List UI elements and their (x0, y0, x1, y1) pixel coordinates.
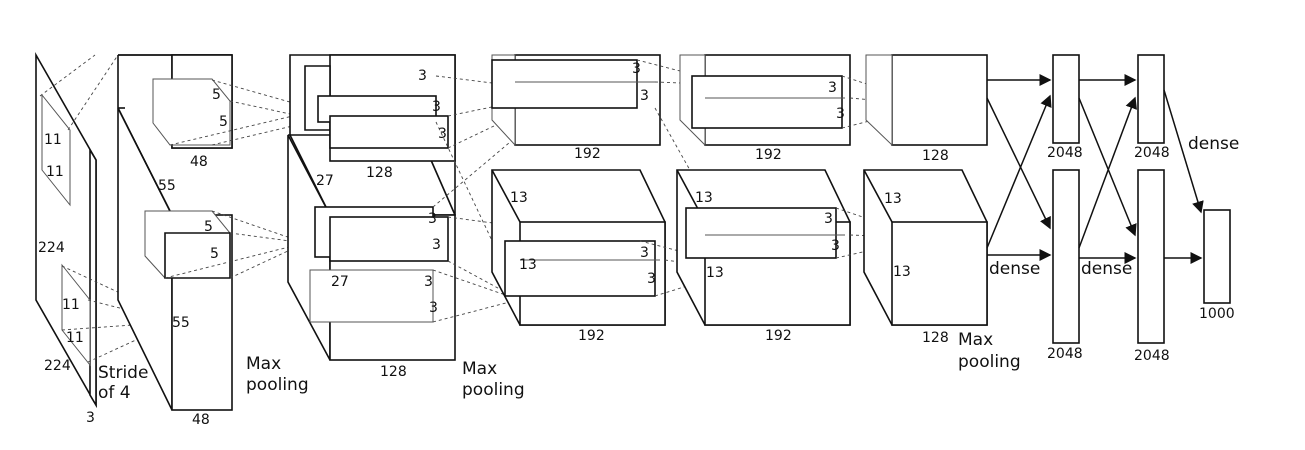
fc-connections (986, 74, 1204, 264)
map-size-label: 55 (172, 315, 190, 331)
conv3-block (491, 54, 666, 326)
fc-layers (1052, 54, 1231, 344)
dense-label: dense (1081, 259, 1132, 279)
kernel-size-label: 3 (432, 99, 441, 115)
depth-label: 192 (578, 328, 605, 344)
input-width-label: 224 (44, 358, 71, 374)
depth-label: 48 (190, 154, 208, 170)
pooling-label: pooling (958, 352, 1021, 372)
pooling-label: Max (462, 359, 497, 379)
kernel-size-label: 3 (831, 238, 840, 254)
depth-label: 128 (922, 148, 949, 164)
output-size-label: 1000 (1199, 306, 1235, 322)
kernel-size-label: 11 (66, 330, 84, 346)
pooling-label: pooling (246, 375, 309, 395)
dense-label: dense (989, 259, 1040, 279)
kernel-size-label: 3 (632, 61, 641, 77)
pooling-label: Max (246, 354, 281, 374)
kernel-size-label: 3 (424, 274, 433, 290)
kernel-size-label: 3 (438, 126, 447, 142)
map-size-label: 13 (510, 190, 528, 206)
fc-size-label: 2048 (1134, 348, 1170, 364)
conv4-block (676, 54, 851, 326)
kernel-size-label: 3 (828, 80, 837, 96)
dense-label: dense (1188, 134, 1239, 154)
input-height-label: 224 (38, 240, 65, 256)
depth-label: 128 (922, 330, 949, 346)
kernel-size-label: 5 (212, 87, 221, 103)
kernel-size-label: 3 (640, 88, 649, 104)
kernel-size-label: 3 (428, 211, 437, 227)
kernel-size-label: 3 (429, 300, 438, 316)
pooling-label: Max (958, 330, 993, 350)
kernel-size-label: 5 (204, 219, 213, 235)
depth-label: 128 (380, 364, 407, 380)
depth-label: 48 (192, 412, 210, 428)
depth-label: 192 (574, 146, 601, 162)
kernel-size-label: 5 (210, 246, 219, 262)
map-size-label: 13 (884, 191, 902, 207)
fc-size-label: 2048 (1134, 145, 1170, 161)
input-layer (35, 51, 97, 409)
fc-size-label: 2048 (1047, 145, 1083, 161)
input-channels-label: 3 (86, 410, 95, 426)
stride-label: of 4 (98, 383, 131, 403)
map-size-label: 27 (331, 274, 349, 290)
conv5-block (863, 54, 988, 326)
map-size-label: 13 (519, 257, 537, 273)
map-size-label: 27 (316, 173, 334, 189)
stride-label: Stride (98, 363, 148, 383)
depth-label: 128 (366, 165, 393, 181)
map-size-label: 13 (893, 264, 911, 280)
map-size-label: 13 (706, 265, 724, 281)
depth-label: 192 (755, 147, 782, 163)
kernel-size-label: 3 (640, 245, 649, 261)
pooling-label: pooling (462, 380, 525, 400)
kernel-size-label: 3 (418, 68, 427, 84)
kernel-size-label: 3 (824, 211, 833, 227)
conv1-block (117, 54, 233, 411)
conv2-block (287, 54, 456, 361)
kernel-size-label: 11 (62, 297, 80, 313)
depth-label: 192 (765, 328, 792, 344)
map-size-label: 13 (695, 190, 713, 206)
kernel-size-label: 3 (836, 106, 845, 122)
kernel-size-label: 11 (44, 132, 62, 148)
kernel-size-label: 11 (46, 164, 64, 180)
kernel-size-label: 3 (647, 271, 656, 287)
kernel-size-label: 5 (219, 114, 228, 130)
kernel-size-label: 3 (432, 237, 441, 253)
fc-size-label: 2048 (1047, 346, 1083, 362)
map-size-label: 55 (158, 178, 176, 194)
